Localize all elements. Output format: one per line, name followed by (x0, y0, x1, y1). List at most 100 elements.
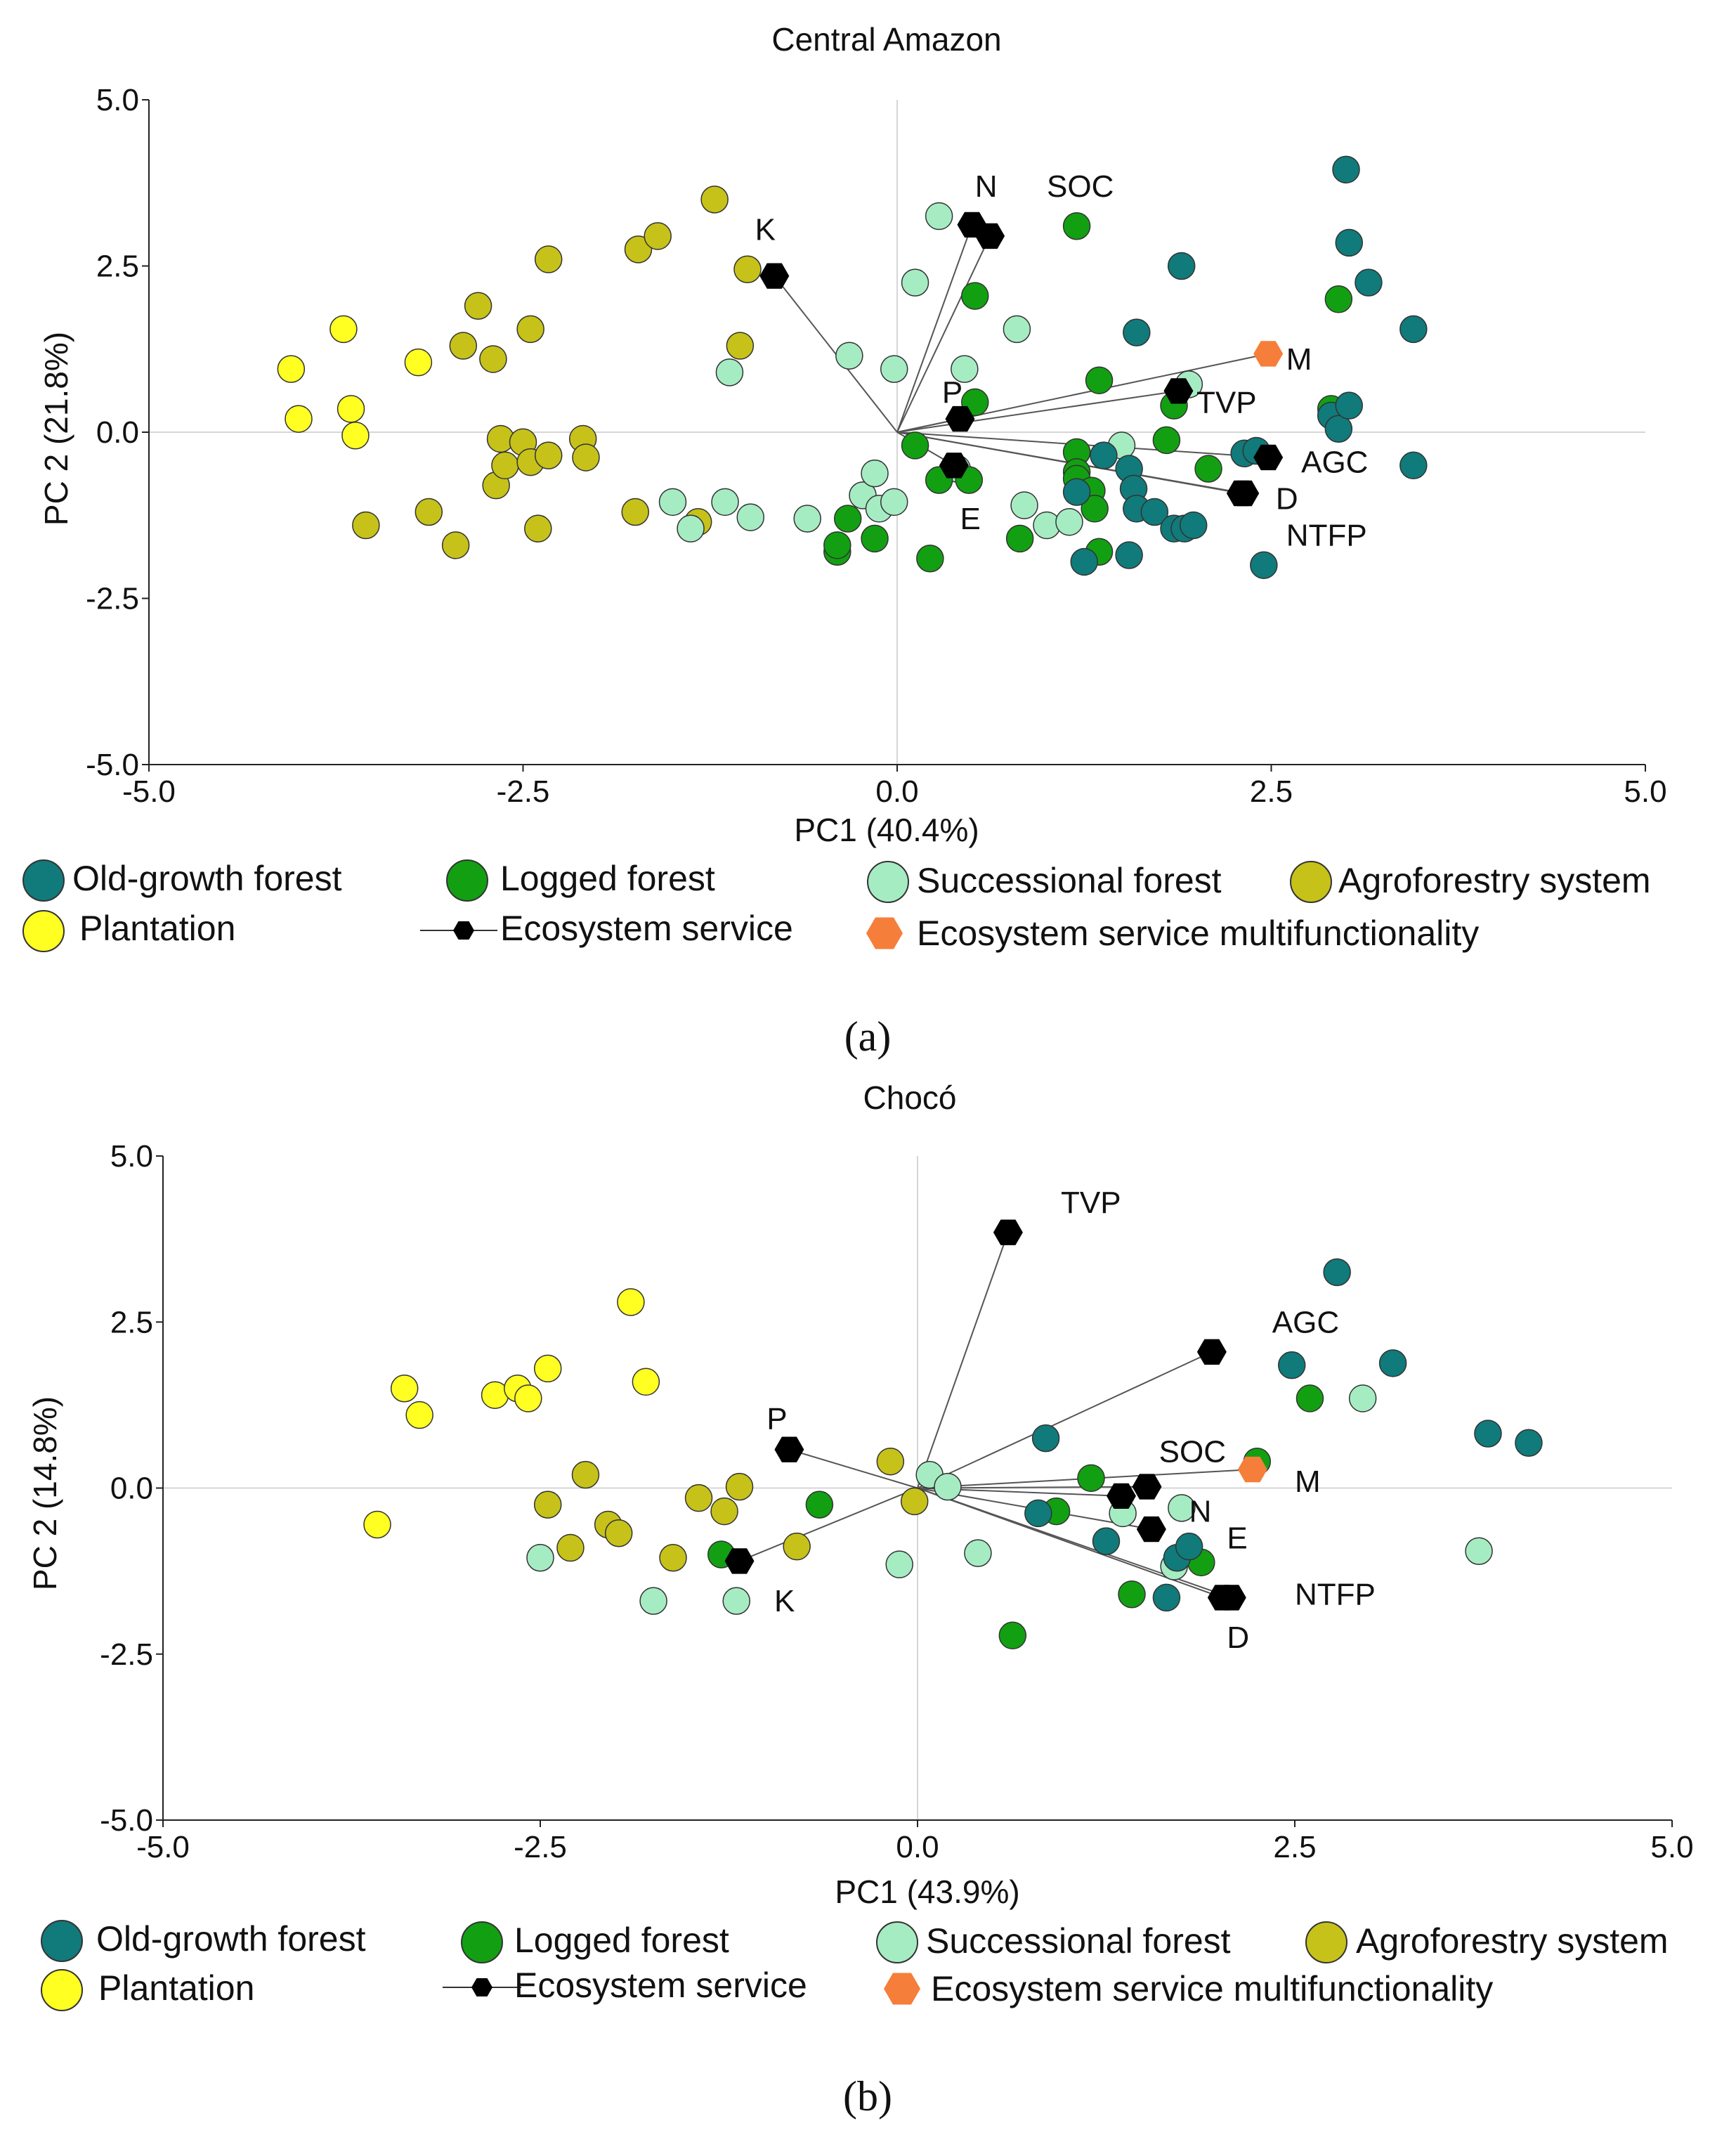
y-tick-label: -2.5 (100, 1637, 153, 1672)
service-marker-agc (1253, 444, 1284, 471)
logged-point (916, 544, 944, 573)
service-label-n: N (975, 169, 998, 204)
multifunctionality-marker (1237, 1456, 1267, 1483)
y-tick-label: 5.0 (96, 83, 139, 117)
logged-swatch (446, 859, 488, 902)
legend-a-plantation: Plantation (22, 909, 235, 952)
legend-b-plantation-label: Plantation (98, 1968, 254, 2008)
panel-b-axes: -5.0 -2.5 0.0 2.5 5.0 -5.0 -2.5 0.0 2.5 5.0 (100, 1139, 1693, 1864)
old-growth-point (1092, 1527, 1121, 1555)
plantation-point (617, 1288, 645, 1316)
y-tick-label: 5.0 (110, 1139, 153, 1174)
x-tick-label: 2.5 (1250, 774, 1293, 809)
agroforestry-point (684, 1483, 713, 1512)
service-marker-n (1107, 1483, 1136, 1509)
service-label-p: P (942, 375, 962, 410)
agroforestry-point (571, 1460, 600, 1489)
agroforestry-point (659, 1543, 687, 1572)
successional-point (1168, 1494, 1196, 1522)
legend-b-agroforestry: Agroforestry system (1305, 1921, 1669, 1963)
x-tick-label: 0.0 (875, 774, 918, 809)
agroforestry-point (415, 498, 443, 526)
agroforestry-point (533, 1491, 562, 1519)
legend-b-service-label: Ecosystem service (514, 1966, 807, 2005)
agroforestry-point (876, 1447, 905, 1476)
successional-swatch (876, 1921, 918, 1963)
agroforestry-point (733, 255, 762, 283)
service-vector-agc (917, 1351, 1213, 1489)
legend-a-old-growth-label: Old-growth forest (72, 859, 342, 898)
y-tick-label: -5.0 (100, 1803, 153, 1838)
legend-b-old-growth-label: Old-growth forest (96, 1919, 366, 1959)
successional-point (885, 1550, 913, 1578)
x-tick-label: -5.0 (136, 1830, 190, 1864)
successional-point (736, 503, 765, 531)
service-label-tvp: TVP (1196, 385, 1257, 420)
panel-b-y-axis-label: PC 2 (14.8%) (27, 1396, 63, 1590)
successional-swatch (867, 861, 909, 903)
old-growth-point (1399, 315, 1428, 344)
plantation-point (514, 1384, 542, 1413)
old-growth-point (1250, 551, 1278, 579)
successional-point (722, 1587, 750, 1615)
agroforestry-point (572, 443, 600, 472)
x-tick-label: -2.5 (514, 1830, 567, 1864)
legend-a-old-growth: Old-growth forest (22, 859, 342, 902)
old-growth-point (1332, 155, 1360, 184)
successional-point (880, 488, 908, 517)
successional-point (1055, 507, 1083, 536)
agroforestry-point (900, 1487, 929, 1516)
successional-point (964, 1539, 992, 1567)
plantation-swatch (41, 1969, 83, 2011)
y-tick-label: 0.0 (110, 1472, 153, 1506)
agroforestry-point (449, 332, 478, 360)
service-marker-e (939, 453, 969, 479)
legend-b-service: Ecosystem service (443, 1966, 807, 2005)
multifunctionality-swatch-icon (884, 1973, 920, 2005)
legend-a-agroforestry-label: Agroforestry system (1338, 861, 1651, 900)
logged-point (1152, 426, 1181, 455)
service-marker-d (1207, 1585, 1237, 1611)
plantation-point (533, 1354, 562, 1383)
service-vector-n (896, 224, 973, 433)
legend-b-successional: Successional forest (876, 1921, 1231, 1963)
multifunctionality-label: M (1286, 342, 1312, 377)
old-growth-point (1062, 478, 1091, 506)
logged-point (805, 1491, 834, 1519)
old-growth-point (1070, 547, 1098, 576)
successional-point (901, 268, 929, 297)
service-marker-agc (1196, 1339, 1227, 1365)
y-tick-label: -5.0 (86, 748, 139, 782)
plantation-point (363, 1510, 391, 1539)
old-growth-point (1123, 318, 1151, 346)
successional-point (934, 1472, 962, 1501)
agroforestry-point (644, 222, 672, 250)
y-tick-label: 0.0 (96, 415, 139, 450)
legend-a-multifunctionality: Ecosystem service multifunctionality (866, 914, 1479, 953)
service-label-k: K (774, 1584, 795, 1618)
legend-a-multifunctionality-label: Ecosystem service multifunctionality (917, 914, 1479, 953)
legend-a-logged-label: Logged forest (500, 859, 715, 898)
service-label-soc: SOC (1047, 169, 1114, 204)
service-marker-tvp (1163, 378, 1194, 404)
legend-a-service-label: Ecosystem service (500, 909, 793, 948)
old-growth-point (1277, 1351, 1306, 1379)
successional-point (526, 1543, 554, 1572)
multifunctionality-swatch-icon (866, 917, 903, 949)
service-label-agc: AGC (1301, 446, 1368, 480)
agroforestry-point (479, 345, 507, 373)
old-growth-point (1474, 1420, 1502, 1448)
agroforestry-point (516, 315, 544, 344)
old-growth-point (1515, 1429, 1543, 1457)
service-label-tvp: TVP (1061, 1186, 1121, 1220)
logged-point (901, 431, 929, 460)
panel-b-x-axis-label: PC1 (43.9%) (835, 1874, 1019, 1910)
old-growth-swatch (41, 1920, 83, 1962)
agroforestry-point (621, 498, 649, 526)
logged-point (1005, 524, 1034, 553)
successional-point (951, 355, 979, 383)
successional-point (1010, 491, 1038, 519)
panel-a-axes: -5.0 -2.5 0.0 2.5 5.0 -5.0 -2.5 0.0 2.5 5.0 (86, 83, 1666, 809)
x-tick-label: -2.5 (497, 774, 550, 809)
